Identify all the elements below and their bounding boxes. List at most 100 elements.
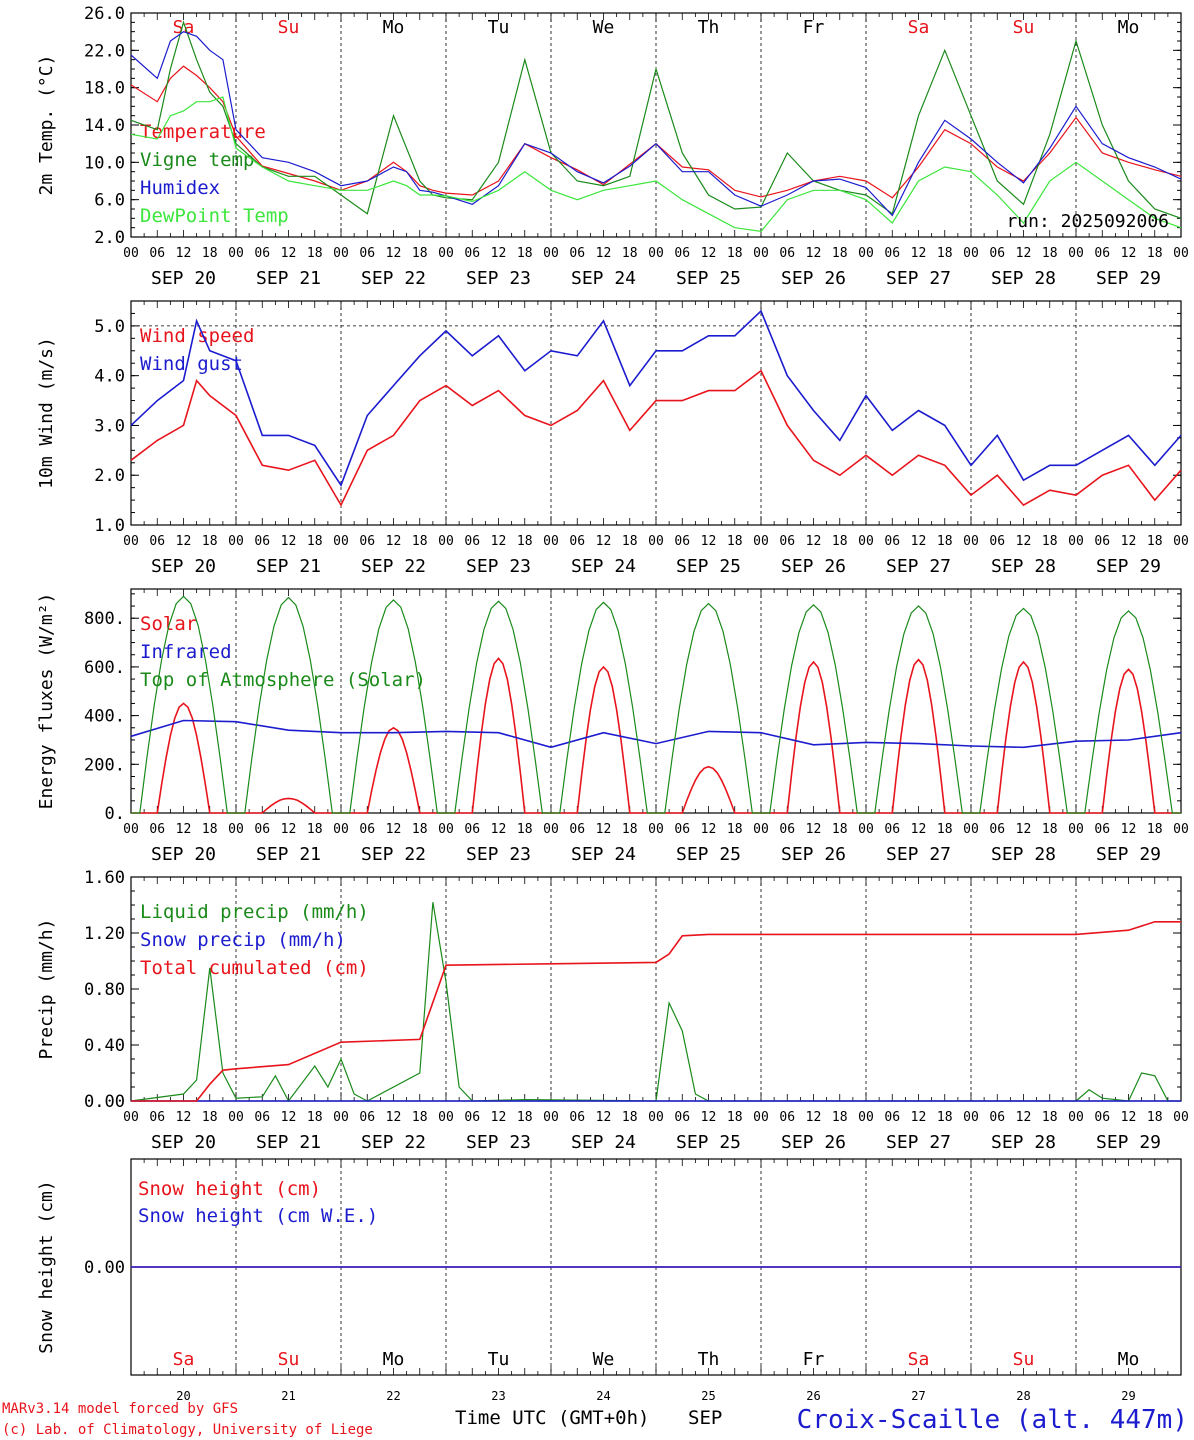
hour-tick-label: 06 (779, 1110, 795, 1125)
series-line-dewpoint-temp (130, 96, 1182, 233)
hour-tick-label: 06 (464, 534, 480, 549)
hour-tick-label: 00 (333, 534, 349, 549)
hour-tick-label: 06 (254, 246, 270, 261)
hour-tick-label: 00 (1068, 822, 1084, 837)
hour-tick-label: 06 (989, 534, 1005, 549)
y-tick-label: 6.0 (94, 191, 125, 211)
hour-tick-label: 18 (307, 1110, 323, 1125)
hour-tick-label: 06 (779, 822, 795, 837)
hour-tick-label: 06 (569, 246, 585, 261)
panel-snow: 0.00 Snow height (cm) Sa Su Mo Tu We Th Fr Sa Su Mo… (36, 1158, 1182, 1403)
hour-tick-label: 00 (858, 1110, 874, 1125)
y-tick-label: 4.0 (94, 367, 125, 387)
hour-tick-label: 06 (359, 822, 375, 837)
series-line-vigne-temp (130, 20, 1182, 219)
day-abbr: Mo (383, 17, 405, 38)
hour-tick-label: 18 (622, 822, 638, 837)
hour-tick-label: 12 (701, 1110, 717, 1125)
legend-entry: Infrared (140, 641, 232, 663)
day-abbr: Th (698, 1349, 720, 1370)
series-line-total-cumulated-cm- (131, 920, 1181, 1102)
hour-tick-label: 06 (674, 534, 690, 549)
y-tick-label: 22.0 (84, 41, 125, 61)
hour-tick-label: 18 (1042, 822, 1058, 837)
hour-tick-label: 18 (412, 1110, 428, 1125)
hour-tick-label: 12 (701, 246, 717, 261)
y-tick-label: 2.0 (94, 228, 125, 248)
series-line-infrared (130, 719, 1182, 749)
date-label: SEP 21 (256, 844, 321, 865)
hour-tick-label: 00 (858, 246, 874, 261)
hour-tick-label: 00 (228, 246, 244, 261)
hour-tick-label: 00 (858, 822, 874, 837)
hour-tick-label: 12 (911, 822, 927, 837)
hour-tick-label: 12 (176, 534, 192, 549)
hour-tick-label: 00 (228, 822, 244, 837)
date-label: SEP 20 (151, 1132, 216, 1153)
date-label: SEP 25 (676, 1132, 741, 1153)
day-abbr: Th (698, 17, 720, 38)
hour-tick-label: 00 (1068, 534, 1084, 549)
hour-tick-label: 00 (753, 1110, 769, 1125)
legend-entry: Wind speed (140, 325, 254, 347)
footer-credit-lab: (c) Lab. of Climatology, University of L… (2, 1422, 373, 1438)
y-axis-label: Energy fluxes (W/m²) (36, 593, 57, 810)
hour-tick-label: 18 (1042, 246, 1058, 261)
y-tick-label: 1.60 (84, 868, 125, 888)
hour-tick-label: 06 (779, 246, 795, 261)
hour-tick-label: 00 (123, 246, 139, 261)
date-label: SEP 28 (991, 268, 1056, 289)
hour-tick-label: 00 (648, 822, 664, 837)
hour-tick-label: 00 (438, 246, 454, 261)
hour-tick-label: 12 (176, 822, 192, 837)
hour-tick-label: 00 (438, 1110, 454, 1125)
series-line-top-of-atmosphere-solar- (131, 595, 1181, 814)
y-tick-label: 1.20 (84, 924, 125, 944)
legend-entry: Total cumulated (cm) (140, 957, 369, 979)
hour-tick-label: 12 (596, 822, 612, 837)
date-label: SEP 26 (781, 844, 846, 865)
hour-tick-label: 18 (832, 246, 848, 261)
hour-tick-label: 12 (176, 1110, 192, 1125)
date-label: SEP 26 (781, 1132, 846, 1153)
hour-tick-label: 18 (1147, 822, 1163, 837)
hour-tick-label: 12 (491, 534, 507, 549)
legend-entry: Top of Atmosphere (Solar) (140, 669, 426, 691)
hour-tick-label: 06 (464, 822, 480, 837)
date-label: SEP 29 (1096, 556, 1161, 577)
day-abbr: Sa (908, 1349, 930, 1370)
y-axis-label: 2m Temp. (°C) (36, 55, 57, 196)
date-label: SEP 20 (151, 556, 216, 577)
hour-tick-label: 06 (989, 822, 1005, 837)
hour-tick-label: 12 (386, 822, 402, 837)
date-label: SEP 26 (781, 556, 846, 577)
y-axis-label: Precip (mm/h) (36, 919, 57, 1060)
hour-tick-label: 00 (648, 246, 664, 261)
hour-tick-label: 12 (281, 1110, 297, 1125)
hour-tick-label: 06 (254, 534, 270, 549)
hour-tick-label: 12 (701, 822, 717, 837)
panel-wind: 1.0 2.0 3.0 4.0 5.0 10m Wind (m/s) 00 06 12 18 SEP… (36, 300, 1189, 577)
hour-tick-label: 06 (149, 534, 165, 549)
day-number: 23 (491, 1389, 505, 1403)
date-label: SEP 25 (676, 556, 741, 577)
hour-tick-label: 18 (307, 822, 323, 837)
hour-tick-label: 00 (543, 822, 559, 837)
y-tick-label: 3.0 (94, 416, 125, 436)
hour-tick-label: 06 (464, 246, 480, 261)
x-axis-month: SEP (688, 1407, 722, 1429)
legend-entry: DewPoint Temp (140, 205, 289, 227)
day-number: 28 (1016, 1389, 1030, 1403)
hour-tick-label: 18 (412, 534, 428, 549)
hour-tick-label: 00 (753, 534, 769, 549)
y-tick-label: 600. (84, 658, 125, 678)
date-label: SEP 23 (466, 268, 531, 289)
day-abbr: Su (278, 1349, 300, 1370)
date-label: SEP 29 (1096, 1132, 1161, 1153)
hour-tick-label: 06 (779, 534, 795, 549)
hour-tick-label: 18 (1042, 534, 1058, 549)
footer-credit-model: MARv3.14 model forced by GFS (2, 1401, 238, 1417)
series-line-wind-speed (130, 369, 1182, 507)
hour-tick-label: 00 (228, 534, 244, 549)
hour-tick-label: 00 (333, 822, 349, 837)
